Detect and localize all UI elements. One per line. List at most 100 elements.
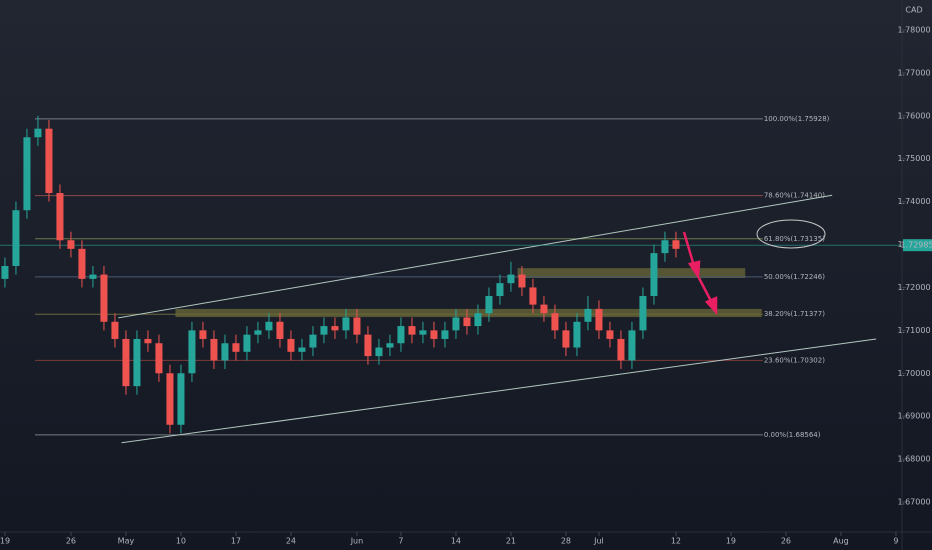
x-tick-label: 19 bbox=[726, 537, 736, 546]
y-tick-label: 1.78000 bbox=[897, 25, 930, 34]
candle-body bbox=[463, 317, 471, 327]
y-tick-label: 1.67000 bbox=[897, 498, 930, 507]
candle-body bbox=[89, 274, 97, 279]
plot: 100.00%(1.75928) 78.60%(1.74140) 61.80%(1.… bbox=[0, 115, 902, 444]
y-tick-label: 1.72000 bbox=[897, 283, 930, 292]
candle-body bbox=[45, 128, 53, 194]
candle-body bbox=[67, 240, 75, 249]
candle-body bbox=[606, 330, 614, 339]
last-price-label: 1.72985 bbox=[900, 241, 932, 250]
candle-body bbox=[672, 240, 680, 249]
candle-body bbox=[177, 373, 185, 425]
highlight-ellipse bbox=[756, 219, 826, 249]
candle-body bbox=[276, 321, 284, 339]
candle-body bbox=[430, 330, 438, 339]
candle-body bbox=[265, 321, 273, 331]
x-tick-label: Jul bbox=[593, 537, 604, 546]
candle-body bbox=[375, 347, 383, 357]
candle-body bbox=[441, 330, 449, 339]
candle-body bbox=[188, 330, 196, 374]
candle-body bbox=[408, 326, 416, 335]
last-price-box bbox=[903, 239, 932, 252]
fib-label: 61.80%(1.73135) bbox=[764, 235, 825, 243]
fib-label: 100.00%(1.75928) bbox=[764, 115, 830, 123]
candle-body bbox=[353, 317, 361, 335]
x-tick-label: 12 bbox=[671, 537, 681, 546]
candle-body bbox=[419, 330, 427, 335]
y-tick-label: 1.77000 bbox=[897, 68, 930, 77]
candle-body bbox=[166, 373, 174, 425]
candle-body bbox=[243, 334, 251, 352]
candle-body bbox=[34, 128, 42, 138]
candle-body bbox=[12, 210, 20, 266]
arrow-head bbox=[704, 296, 718, 316]
candle-body bbox=[386, 343, 394, 348]
x-tick-label: 26 bbox=[781, 537, 791, 546]
candle-body bbox=[221, 343, 229, 361]
trendline bbox=[121, 338, 877, 444]
trendline bbox=[118, 194, 833, 319]
candle-body bbox=[485, 296, 493, 314]
candle-body bbox=[320, 326, 328, 335]
x-tick-label: Aug bbox=[833, 537, 849, 546]
candle-body bbox=[210, 338, 218, 361]
fib-label: 50.00%(1.72246) bbox=[764, 273, 825, 281]
fib-label: 38.20%(1.71377) bbox=[764, 310, 825, 318]
candle-body bbox=[518, 274, 526, 288]
candle-body bbox=[23, 137, 31, 211]
candle-body bbox=[122, 338, 130, 387]
x-tick-label: 10 bbox=[176, 537, 186, 546]
candle-body bbox=[100, 274, 108, 322]
candle-body bbox=[617, 338, 625, 361]
candle-body bbox=[56, 193, 64, 241]
candle-body bbox=[232, 343, 240, 352]
candle-body bbox=[650, 253, 658, 297]
candle-body bbox=[661, 240, 669, 254]
candle-body bbox=[595, 308, 603, 331]
candle-body bbox=[1, 266, 9, 279]
currency-label: CAD bbox=[905, 6, 922, 15]
candle-body bbox=[584, 308, 592, 322]
zone bbox=[517, 268, 746, 279]
x-tick-label: 28 bbox=[561, 537, 571, 546]
candle-body bbox=[496, 283, 504, 297]
x-tick-label: May bbox=[118, 537, 135, 546]
candle-body bbox=[342, 317, 350, 331]
candle-body bbox=[309, 334, 317, 348]
y-tick-label: 1.70000 bbox=[897, 369, 930, 378]
arrow bbox=[682, 231, 696, 267]
candle-body bbox=[298, 347, 306, 352]
y-tick-label: 1.74000 bbox=[897, 197, 930, 206]
fib-label: 23.60%(1.70302) bbox=[764, 356, 825, 364]
candle-body bbox=[254, 330, 262, 335]
candle-body bbox=[133, 338, 141, 387]
x-tick-label: 14 bbox=[451, 537, 461, 546]
candle-body bbox=[155, 343, 163, 374]
y-tick-label: 1.71000 bbox=[897, 326, 930, 335]
y-tick-label: 1.76000 bbox=[897, 111, 930, 120]
candle-body bbox=[452, 317, 460, 331]
candle-body bbox=[111, 321, 119, 339]
fib-label: 78.60%(1.74140) bbox=[764, 192, 825, 200]
x-tick-label: Jun bbox=[350, 537, 364, 546]
arrow-head bbox=[687, 260, 701, 280]
candle-body bbox=[78, 248, 86, 279]
zone bbox=[175, 308, 762, 318]
candle-body bbox=[540, 304, 548, 314]
candle-body bbox=[144, 338, 152, 344]
candle-body bbox=[397, 326, 405, 344]
candle-body bbox=[199, 330, 207, 339]
x-tick-label: 24 bbox=[286, 537, 296, 546]
candle-body bbox=[287, 338, 295, 352]
fib-label: 0.00%(1.68564) bbox=[764, 431, 821, 439]
x-tick-label: 21 bbox=[506, 537, 516, 546]
candle-body bbox=[529, 287, 537, 305]
arrows bbox=[682, 231, 718, 316]
candle-body bbox=[474, 313, 482, 327]
candle-body bbox=[639, 296, 647, 331]
y-tick-label: 1.69000 bbox=[897, 412, 930, 421]
x-tick-label: 9 bbox=[893, 537, 898, 546]
